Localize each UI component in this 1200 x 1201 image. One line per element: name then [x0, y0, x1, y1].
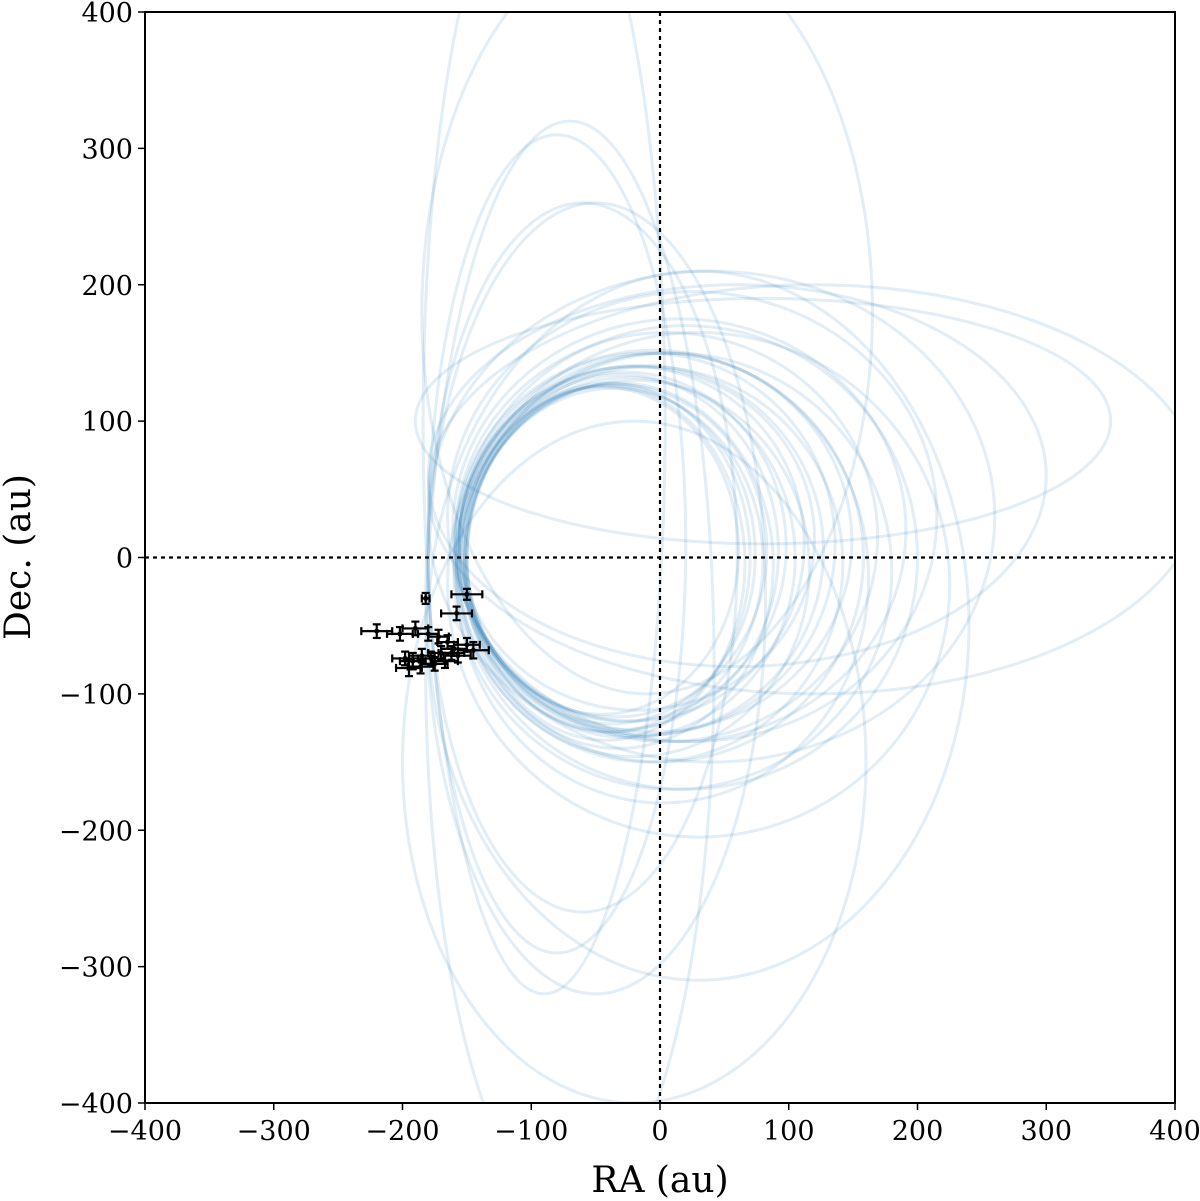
orbit-track [420, 12, 874, 696]
data-point [427, 628, 450, 645]
y-axis-ticks: −400 −300 −200 −100 0 100 200 300 400 [59, 0, 145, 1120]
orbit-track [452, 324, 919, 791]
data-point [437, 645, 466, 661]
orbit-track [453, 330, 880, 744]
orbit-track [457, 365, 817, 712]
reference-lines [145, 12, 1175, 1103]
point-marker [455, 653, 461, 659]
point-marker [432, 661, 438, 667]
orbit-track [451, 317, 908, 744]
orbit-track [462, 386, 765, 734]
x-tick-label: −100 [494, 1116, 568, 1147]
data-point [420, 591, 431, 605]
x-tick-label: −400 [108, 1116, 182, 1147]
point-marker [448, 650, 454, 656]
y-tick-label: −300 [59, 953, 133, 984]
y-axis-label: Dec. (au) [0, 474, 39, 640]
orbit-track [461, 382, 769, 719]
orbit-track [426, 133, 688, 955]
orbit-track [460, 370, 788, 723]
x-tick-label: 0 [651, 1116, 668, 1147]
point-marker [374, 628, 380, 634]
data-point [431, 653, 459, 670]
x-tick-label: 300 [1020, 1116, 1072, 1147]
orbit-track [465, 384, 757, 726]
orbit-track [446, 290, 939, 744]
y-tick-label: −200 [59, 816, 133, 847]
orbit-track [462, 381, 775, 750]
orbit-track [421, 12, 667, 996]
point-marker [454, 610, 460, 616]
point-marker [464, 642, 470, 648]
data-point [440, 605, 474, 622]
orbit-track [426, 283, 1175, 696]
y-tick-label: −400 [59, 1089, 133, 1120]
orbit-track [426, 283, 1048, 669]
orbit-track [457, 378, 811, 759]
orbit-track [455, 351, 865, 764]
orbit-track [465, 384, 747, 742]
orbit-track [401, 419, 868, 1103]
y-tick-label: 200 [81, 271, 133, 302]
orbit-track [456, 363, 826, 738]
data-points [360, 587, 490, 678]
point-marker [464, 591, 470, 597]
x-axis-label: RA (au) [591, 1160, 728, 1201]
orbit-track [464, 385, 741, 716]
point-marker [397, 631, 403, 637]
x-tick-label: −200 [365, 1116, 439, 1147]
orbit-track [455, 365, 845, 764]
x-axis-ticks: −400 −300 −200 −100 0 100 200 300 400 [108, 1103, 1200, 1147]
x-tick-label: 100 [763, 1116, 815, 1147]
orbit-track [457, 365, 806, 723]
orbit-track [457, 351, 837, 737]
orbit-track [413, 296, 1113, 546]
point-marker [406, 665, 412, 671]
y-tick-label: 300 [81, 134, 133, 165]
orbit-track [455, 351, 871, 805]
orbit-track [453, 348, 854, 734]
y-tick-label: 0 [116, 544, 133, 575]
data-point [385, 625, 414, 642]
orbit-track [452, 351, 894, 791]
point-marker [445, 639, 451, 645]
point-marker [470, 647, 476, 653]
point-marker [419, 653, 425, 659]
data-point [450, 587, 484, 601]
orbit-track [446, 330, 952, 839]
y-tick-label: 400 [81, 0, 133, 29]
orbit-track [462, 373, 780, 731]
x-tick-label: 200 [892, 1116, 944, 1147]
y-tick-label: −100 [59, 680, 133, 711]
orbit-track [426, 269, 997, 764]
point-marker [442, 658, 448, 664]
x-tick-label: 400 [1149, 1116, 1200, 1147]
orbit-tracks [401, 12, 1175, 1103]
point-marker [423, 595, 429, 601]
data-point [394, 658, 423, 678]
y-tick-label: 100 [81, 407, 133, 438]
point-marker [436, 634, 442, 640]
x-tick-label: −300 [237, 1116, 311, 1147]
point-marker [412, 625, 418, 631]
